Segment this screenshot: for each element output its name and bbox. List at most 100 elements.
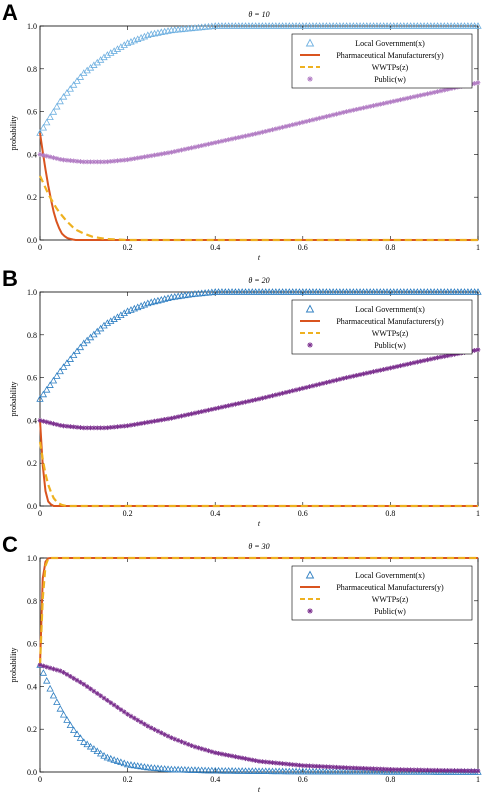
data-point [435, 89, 440, 94]
data-point [107, 49, 115, 56]
panel-letter: A [2, 0, 18, 25]
data-point [121, 709, 127, 715]
data-point [192, 744, 198, 750]
data-point [233, 754, 238, 760]
data-point [421, 767, 427, 773]
x-tick-label: 0.4 [210, 509, 220, 518]
series-line [39, 420, 478, 507]
data-point [266, 128, 272, 133]
data-point [361, 371, 366, 377]
legend-box [291, 33, 473, 89]
panel-letter: C [2, 532, 18, 557]
data-point [435, 767, 440, 773]
data-point [90, 745, 98, 752]
y-tick-label: 0.8 [27, 597, 37, 606]
data-point [155, 418, 161, 423]
data-point [148, 725, 154, 731]
data-point [61, 670, 66, 675]
data-point [103, 51, 112, 58]
data-point [377, 101, 383, 107]
data-point [202, 142, 208, 148]
data-point [411, 94, 417, 100]
data-point [391, 98, 397, 104]
legend-label: Public(w) [374, 607, 406, 616]
data-point [175, 737, 181, 743]
data-point [219, 138, 225, 144]
x-tick-label: 1 [476, 775, 480, 784]
data-point [398, 363, 403, 369]
data-point [81, 159, 87, 165]
data-point [59, 710, 68, 718]
data-point [70, 351, 78, 359]
data-point [111, 424, 117, 430]
data-point [108, 424, 114, 430]
data-point [425, 767, 430, 773]
data-point [344, 109, 349, 114]
data-point [120, 309, 128, 317]
legend-swatch [305, 570, 315, 579]
x-tick-label: 0 [38, 775, 42, 784]
y-tick-label: 0.0 [27, 502, 37, 511]
data-point [155, 152, 161, 157]
data-point [110, 315, 118, 322]
data-point [364, 370, 370, 376]
data-point [334, 377, 339, 383]
data-point [367, 766, 373, 772]
series-0 [36, 661, 482, 775]
data-point [134, 762, 142, 769]
legend-label: Pharmaceutical Manufacturers(y) [336, 317, 444, 326]
data-point [63, 89, 71, 96]
data-point [239, 134, 245, 140]
data-point [67, 673, 73, 679]
data-point [320, 764, 326, 769]
data-point [49, 691, 58, 699]
data-point [249, 132, 255, 137]
data-point [293, 762, 299, 768]
data-point [59, 363, 68, 370]
data-point [175, 148, 181, 154]
data-point [78, 425, 83, 430]
data-point [66, 85, 75, 92]
data-point [283, 124, 289, 129]
data-point [438, 88, 444, 94]
data-point [404, 95, 410, 101]
data-point [179, 147, 184, 153]
data-point [249, 757, 255, 763]
data-point [263, 128, 269, 134]
data-point [202, 408, 208, 414]
data-point [229, 136, 235, 142]
series-0 [36, 22, 482, 136]
data-point [286, 123, 292, 128]
data-point [40, 663, 46, 669]
data-point [104, 159, 110, 165]
data-point [64, 423, 70, 429]
data-point [46, 381, 54, 388]
data-point [256, 130, 262, 136]
data-point [164, 765, 172, 772]
data-point [381, 367, 387, 372]
data-point [93, 747, 101, 755]
data-point [47, 154, 53, 160]
data-point [66, 355, 75, 362]
data-point [367, 370, 373, 375]
legend-label: Pharmaceutical Manufacturers(y) [336, 51, 444, 60]
data-point [243, 399, 248, 405]
data-point [283, 390, 289, 395]
data-point [259, 759, 265, 765]
data-point [98, 425, 104, 431]
data-point [344, 375, 349, 380]
data-point [131, 156, 137, 161]
data-point [148, 153, 154, 159]
data-point [160, 765, 169, 772]
data-point [44, 419, 50, 425]
data-point [192, 410, 198, 416]
data-point [226, 403, 232, 409]
data-point [330, 378, 336, 384]
data-point [310, 117, 316, 123]
data-point [111, 158, 117, 164]
y-tick-label: 0.6 [27, 374, 37, 383]
x-tick-label: 0.8 [385, 243, 395, 252]
data-point [388, 767, 393, 772]
data-point [475, 80, 481, 86]
